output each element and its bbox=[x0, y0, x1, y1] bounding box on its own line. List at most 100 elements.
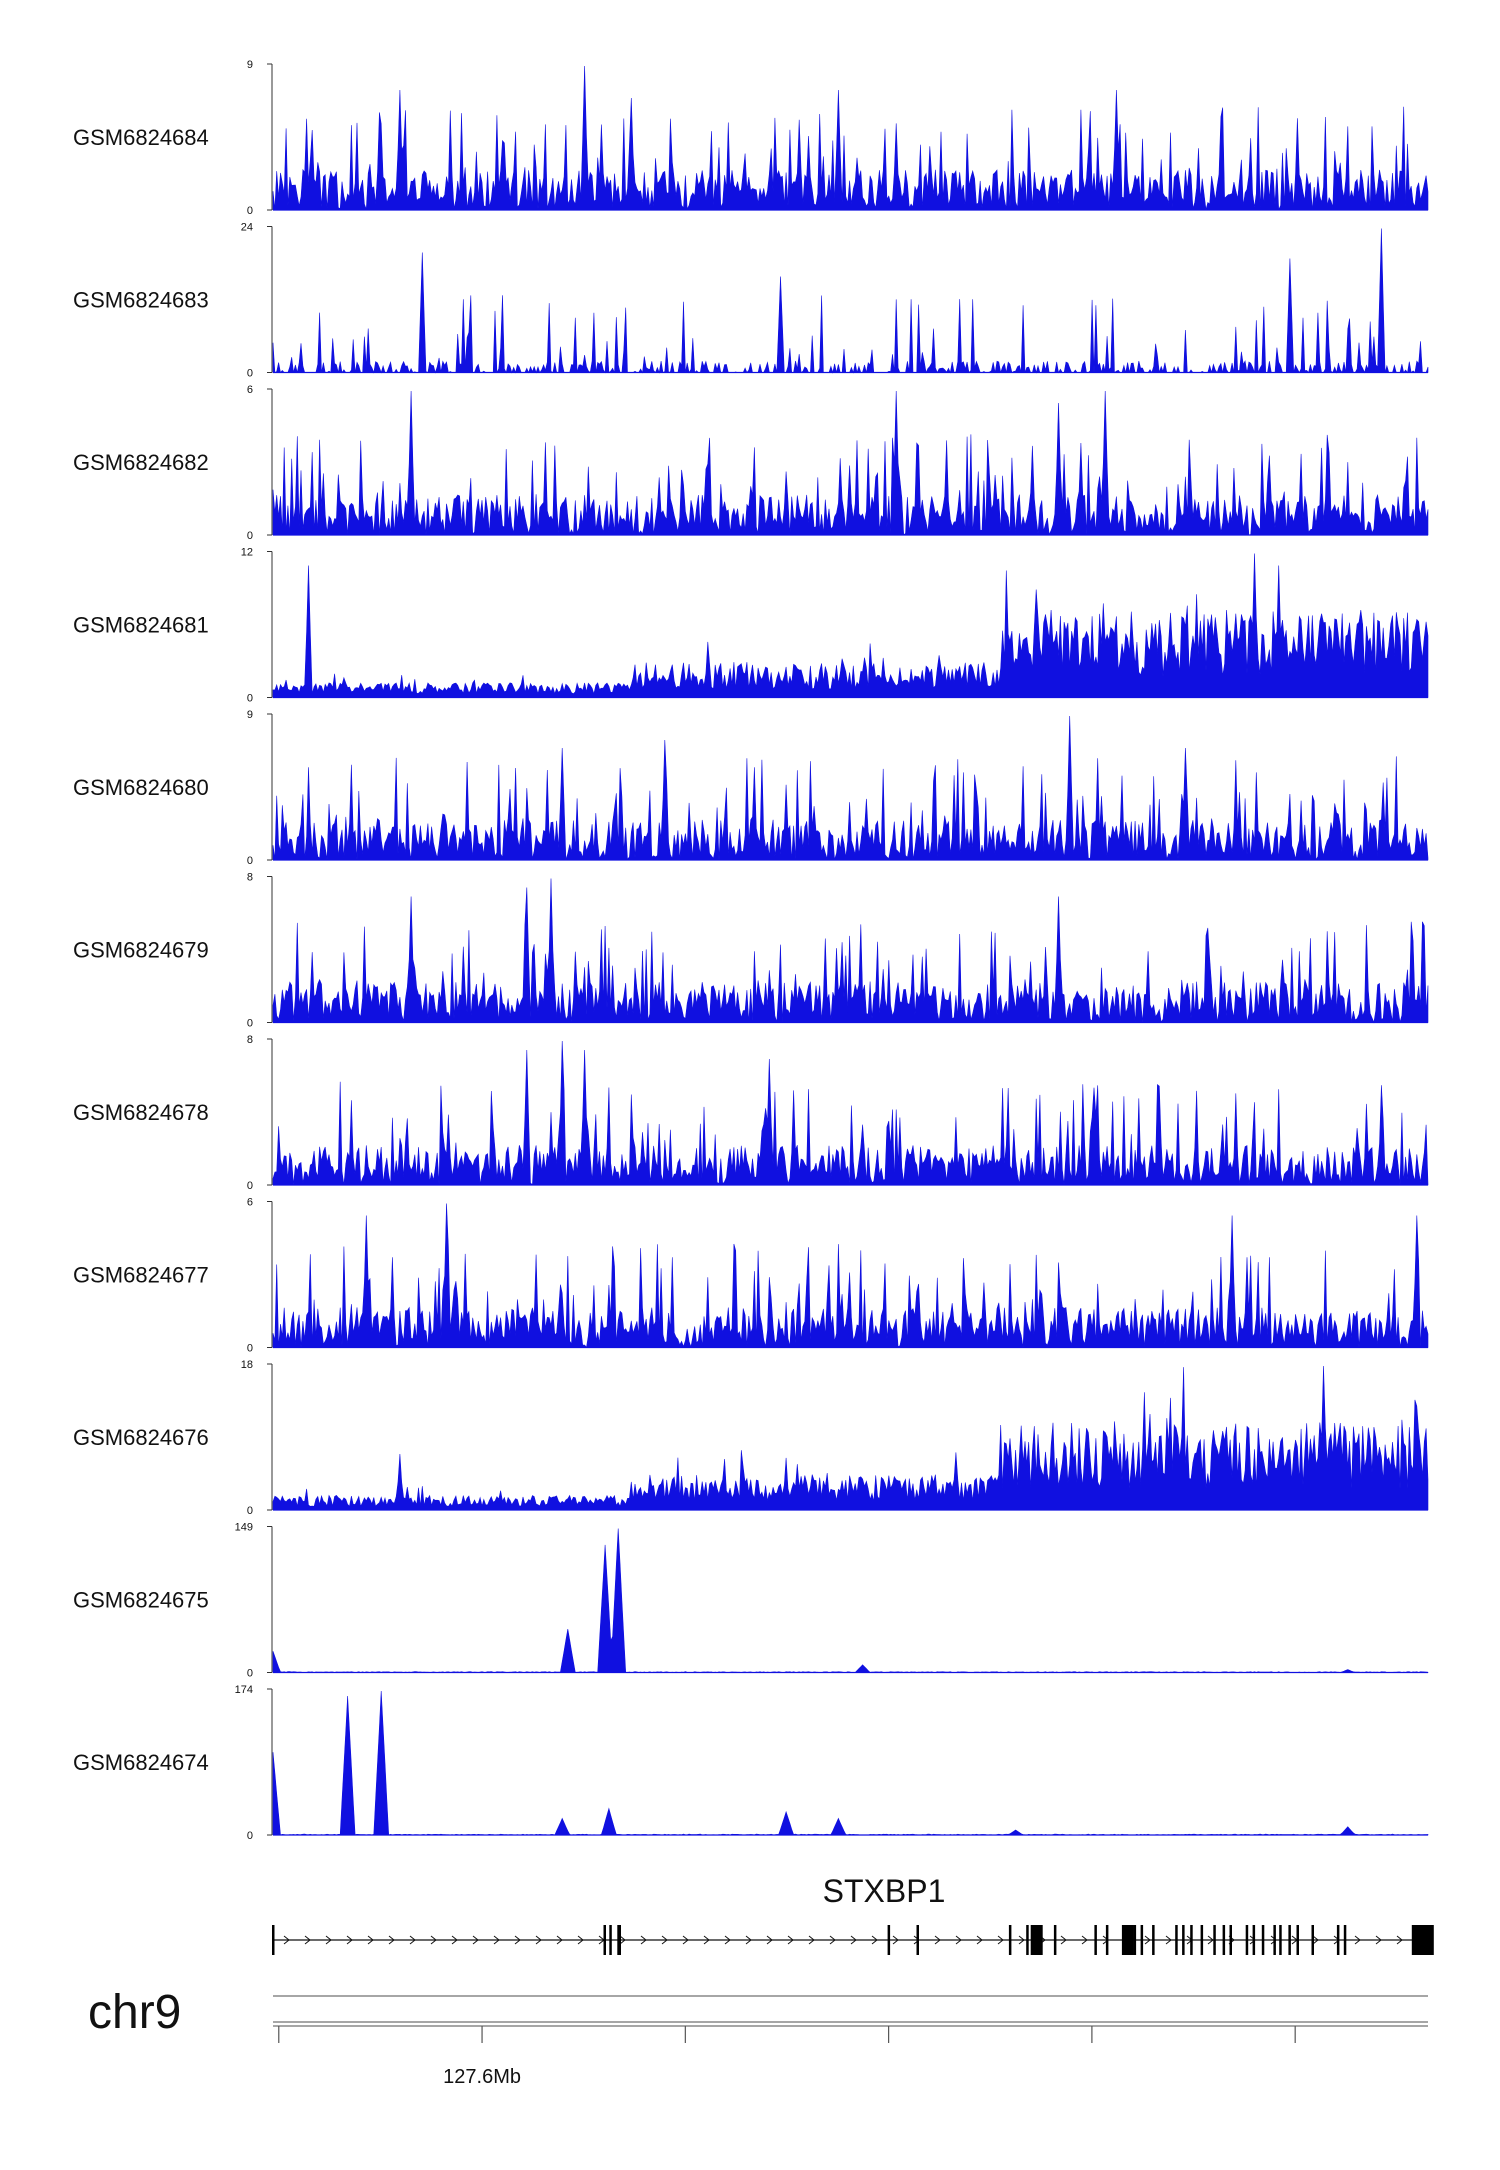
strand-arrow bbox=[1165, 1935, 1172, 1945]
strand-arrow bbox=[577, 1935, 584, 1945]
strand-arrow bbox=[1060, 1935, 1067, 1945]
y-max-label: 6 bbox=[247, 384, 253, 396]
strand-arrow bbox=[640, 1935, 647, 1945]
gene-name-label: STXBP1 bbox=[823, 1873, 946, 1909]
exon bbox=[1175, 1925, 1178, 1955]
y-min-label: 0 bbox=[247, 530, 253, 542]
strand-arrow bbox=[535, 1935, 542, 1945]
track-GSM6824681: GSM6824681 12 0 bbox=[73, 547, 1429, 705]
y-min-label: 0 bbox=[247, 1018, 253, 1030]
y-min-label: 0 bbox=[247, 1343, 253, 1355]
exon bbox=[1190, 1925, 1193, 1955]
track-GSM6824684: GSM6824684 9 0 bbox=[73, 59, 1429, 217]
exon bbox=[1053, 1925, 1057, 1955]
track-label: GSM6824678 bbox=[73, 1100, 209, 1125]
coverage-area bbox=[272, 1365, 1429, 1511]
track-label: GSM6824681 bbox=[73, 613, 209, 638]
y-max-label: 149 bbox=[235, 1522, 253, 1534]
strand-arrow bbox=[451, 1935, 458, 1945]
y-max-label: 9 bbox=[247, 59, 253, 71]
strand-arrow bbox=[1144, 1935, 1151, 1945]
exon bbox=[1245, 1925, 1249, 1955]
strand-arrow bbox=[409, 1935, 416, 1945]
strand-arrow bbox=[871, 1935, 878, 1945]
exon bbox=[1343, 1925, 1347, 1955]
track-GSM6824683: GSM6824683 24 0 bbox=[73, 222, 1429, 380]
gene-track: STXBP1 bbox=[272, 1873, 1434, 1955]
exon bbox=[272, 1925, 275, 1955]
track-GSM6824680: GSM6824680 9 0 bbox=[73, 709, 1429, 867]
exon bbox=[1296, 1925, 1299, 1955]
strand-arrow bbox=[703, 1935, 710, 1945]
strand-arrow bbox=[997, 1935, 1004, 1945]
strand-arrow bbox=[724, 1935, 731, 1945]
strand-arrow bbox=[682, 1935, 689, 1945]
exon-block bbox=[1030, 1925, 1043, 1955]
track-GSM6824674: GSM6824674 174 0 bbox=[73, 1684, 1429, 1842]
y-min-label: 0 bbox=[247, 205, 253, 217]
exon bbox=[1222, 1925, 1226, 1955]
coordinate-ticks bbox=[278, 2026, 1296, 2043]
gene-model bbox=[272, 1925, 1434, 1955]
exon bbox=[916, 1925, 919, 1955]
exon bbox=[1261, 1925, 1265, 1955]
coverage-area bbox=[272, 65, 1429, 211]
track-label: GSM6824679 bbox=[73, 938, 209, 963]
exon bbox=[1336, 1925, 1340, 1955]
y-min-label: 0 bbox=[247, 855, 253, 867]
y-max-label: 12 bbox=[241, 547, 253, 559]
y-max-label: 8 bbox=[247, 1034, 253, 1046]
coverage-area bbox=[272, 878, 1429, 1024]
track-GSM6824678: GSM6824678 8 0 bbox=[73, 1034, 1429, 1192]
exon bbox=[609, 1925, 612, 1955]
strand-arrow bbox=[829, 1935, 836, 1945]
exon bbox=[618, 1925, 621, 1955]
strand-arrow bbox=[850, 1935, 857, 1945]
coverage-area bbox=[272, 390, 1429, 536]
exon bbox=[1252, 1925, 1256, 1955]
coordinate-label: 127.6Mb bbox=[443, 2066, 521, 2088]
coverage-area bbox=[272, 1690, 1429, 1836]
exon bbox=[1182, 1925, 1185, 1955]
strand-arrow bbox=[1354, 1935, 1361, 1945]
y-min-label: 0 bbox=[247, 693, 253, 705]
strand-arrow bbox=[955, 1935, 962, 1945]
chromosome-ideogram: chr9 127.6Mb bbox=[88, 1986, 1428, 2088]
exon bbox=[1288, 1925, 1291, 1955]
exon bbox=[1213, 1925, 1216, 1955]
strand-arrow bbox=[934, 1935, 941, 1945]
track-GSM6824676: GSM6824676 18 0 bbox=[73, 1359, 1429, 1517]
track-label: GSM6824676 bbox=[73, 1425, 209, 1450]
coverage-area bbox=[272, 228, 1429, 374]
strand-arrow bbox=[556, 1935, 563, 1945]
exon bbox=[1140, 1925, 1144, 1955]
strand-arrow bbox=[1018, 1935, 1025, 1945]
track-label: GSM6824680 bbox=[73, 775, 209, 800]
coverage-area bbox=[272, 1040, 1429, 1186]
exon bbox=[1152, 1925, 1155, 1955]
y-max-label: 174 bbox=[235, 1684, 253, 1696]
strand-arrow bbox=[430, 1935, 437, 1945]
strand-arrow bbox=[472, 1935, 479, 1945]
coverage-area bbox=[272, 1528, 1429, 1673]
strand-arrow bbox=[283, 1935, 290, 1945]
track-label: GSM6824682 bbox=[73, 450, 209, 475]
strand-arrow bbox=[346, 1935, 353, 1945]
strand-arrow bbox=[325, 1935, 332, 1945]
strand-arrow bbox=[1375, 1935, 1382, 1945]
strand-arrow bbox=[808, 1935, 815, 1945]
track-label: GSM6824683 bbox=[73, 288, 209, 313]
track-label: GSM6824677 bbox=[73, 1263, 209, 1288]
y-min-label: 0 bbox=[247, 1668, 253, 1680]
strand-arrow bbox=[304, 1935, 311, 1945]
y-min-label: 0 bbox=[247, 1180, 253, 1192]
strand-arrow bbox=[976, 1935, 983, 1945]
exon bbox=[1279, 1925, 1282, 1955]
strand-arrow bbox=[661, 1935, 668, 1945]
strand-arrow bbox=[892, 1935, 899, 1945]
y-max-label: 6 bbox=[247, 1197, 253, 1209]
strand-arrow bbox=[745, 1935, 752, 1945]
strand-arrow bbox=[1207, 1935, 1214, 1945]
strand-arrow bbox=[514, 1935, 521, 1945]
